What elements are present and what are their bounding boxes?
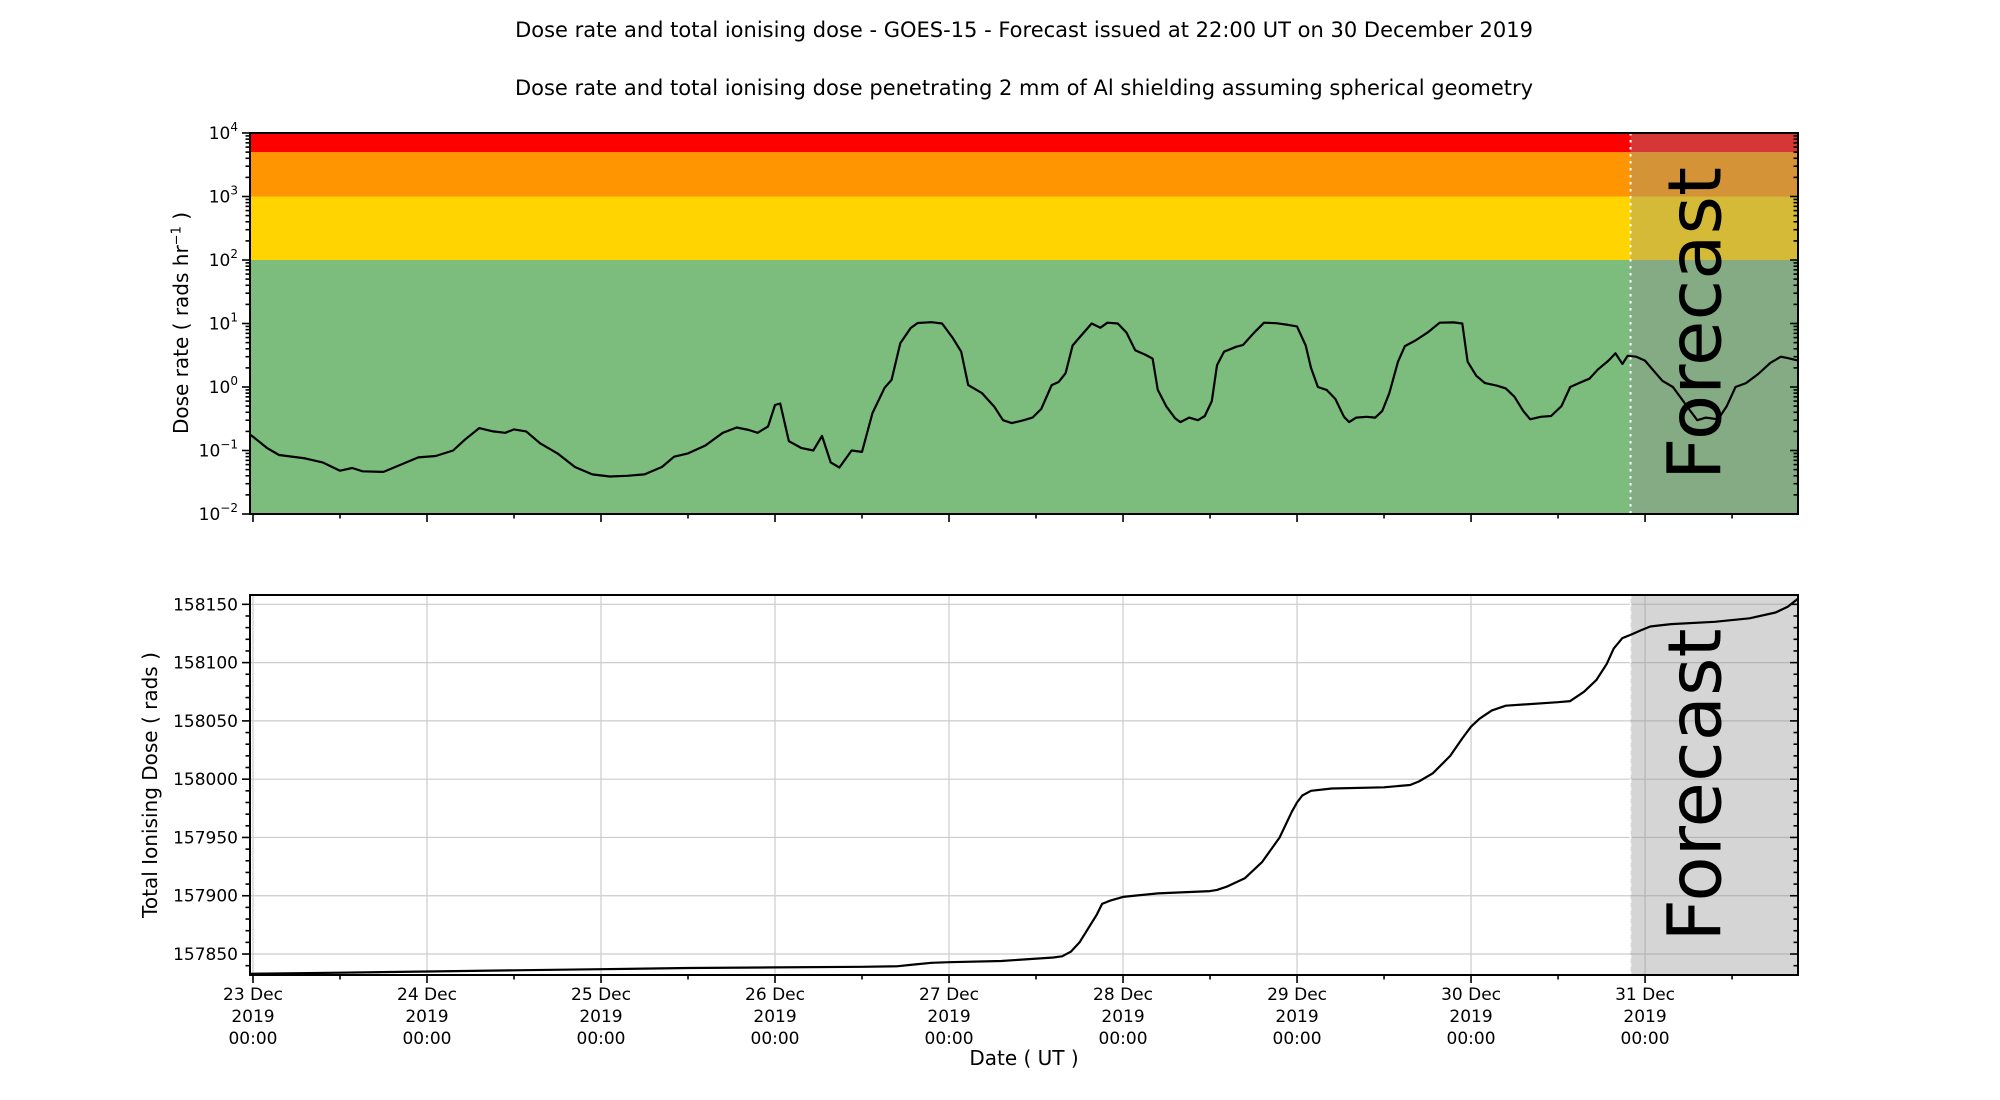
y-tick-label: 100 <box>209 374 238 398</box>
y-tick-label: 10−1 <box>199 438 238 462</box>
forecast-region <box>1630 595 1798 975</box>
total-dose-ticks <box>242 603 1798 983</box>
forecast-watermark: Forecast <box>1653 167 1739 480</box>
page-title: Dose rate and total ionising dose - GOES… <box>515 18 1533 42</box>
threshold-band-yellow <box>250 196 1798 260</box>
y-tick-label: 158000 <box>173 770 238 790</box>
total-dose-plot: Forecast 23 Dec 2019 00:00 24 Dec 2019 00:00 25… <box>173 594 1799 1049</box>
threshold-band-green <box>250 260 1798 514</box>
y-tick-label: 157850 <box>173 945 238 965</box>
y-tick-label: 102 <box>209 247 238 271</box>
x-tick-label: 27 Dec 2019 00:00 <box>919 985 979 1049</box>
grid-lines <box>250 595 1798 975</box>
total-dose-plot-frame <box>249 594 1799 976</box>
x-tick-label: 31 Dec 2019 00:00 <box>1615 985 1675 1049</box>
dose-rate-line <box>248 321 1799 478</box>
x-tick-label: 26 Dec 2019 00:00 <box>745 985 805 1049</box>
y-tick-label: 157950 <box>173 828 238 848</box>
x-tick-label: 23 Dec 2019 00:00 <box>223 985 283 1049</box>
x-tick-label: 25 Dec 2019 00:00 <box>571 985 631 1049</box>
y-tick-label: 158150 <box>173 595 238 615</box>
y-tick-label: 158050 <box>173 712 238 732</box>
threshold-band-red <box>250 133 1798 153</box>
y-tick-label: 101 <box>209 311 238 335</box>
y-tick-label: 10−2 <box>199 501 238 525</box>
dose-rate-axis-label: Dose rate ( rads hr−1 ) <box>169 211 193 435</box>
x-axis-label: Date ( UT ) <box>969 1046 1079 1070</box>
x-tick-label: 24 Dec 2019 00:00 <box>397 985 457 1049</box>
x-tick-label: 30 Dec 2019 00:00 <box>1441 985 1501 1049</box>
total-dose-axis-label: Total Ionising Dose ( rads ) <box>138 652 162 918</box>
forecast-watermark: Forecast <box>1653 628 1739 941</box>
dose-rate-ticks <box>242 132 1798 522</box>
total-dose-line <box>249 597 1799 975</box>
y-tick-label: 158100 <box>173 654 238 674</box>
dose-rate-axis-label-exponent: −1 <box>169 226 185 246</box>
y-tick-label: 103 <box>209 184 238 208</box>
forecast-region <box>1630 133 1798 514</box>
dose-rate-plot: Forecast 104 103 102 101 100 10−1 10−2 <box>199 120 1799 525</box>
threshold-band-orange <box>250 152 1798 197</box>
x-tick-label: 29 Dec 2019 00:00 <box>1267 985 1327 1049</box>
page-subtitle: Dose rate and total ionising dose penetr… <box>514 76 1534 100</box>
y-tick-label: 157900 <box>173 887 238 907</box>
x-tick-label: 28 Dec 2019 00:00 <box>1093 985 1153 1049</box>
y-tick-label: 104 <box>209 120 238 144</box>
